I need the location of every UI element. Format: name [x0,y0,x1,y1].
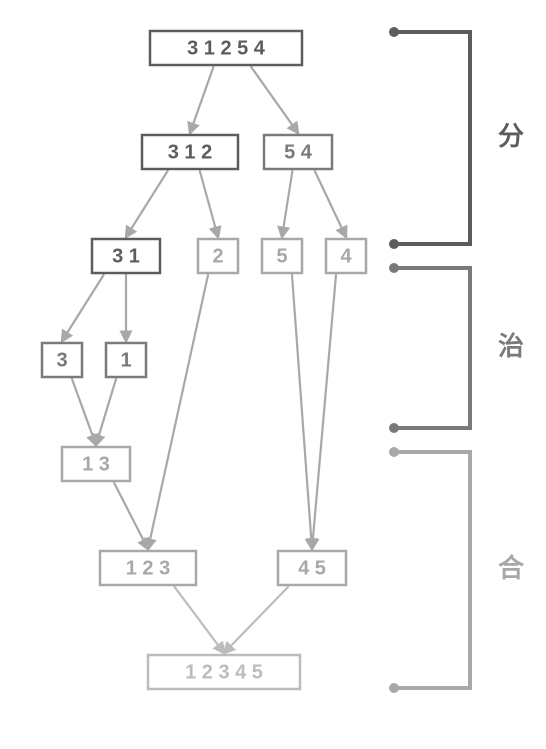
node-n6: 4 [326,239,366,273]
node-n5-label: 5 [276,245,287,267]
edge-n7-n9 [72,379,96,445]
node-n0: 3 1 2 5 4 [150,31,302,65]
edge-n9-n10 [114,483,148,549]
node-n3-label: 3 1 [112,245,140,267]
edge-n11-n12 [224,587,288,653]
phase-cure-bracket [394,268,470,428]
node-n1-label: 3 1 2 [168,141,212,163]
node-n0-label: 3 1 2 5 4 [187,37,266,59]
phase-split-dot-bottom [389,239,399,249]
edge-n2-n5 [282,171,292,237]
node-n7: 3 [42,343,82,377]
node-n10-label: 1 2 3 [126,557,170,579]
edge-n6-n11 [312,275,336,549]
edge-n2-n6 [315,171,346,237]
node-n12: 1 2 3 4 5 [148,655,300,689]
node-n3: 3 1 [92,239,160,273]
node-n11-label: 4 5 [298,557,326,579]
phase-split-dot-top [389,27,399,37]
phase-split-bracket [394,32,470,244]
phase-cure-label: 治 [498,331,524,361]
node-n4-label: 2 [212,245,223,267]
phases: 分治合 [389,27,525,693]
node-n2: 5 4 [264,135,332,169]
edge-n10-n12 [175,587,224,653]
node-n4: 2 [198,239,238,273]
node-n9: 1 3 [62,447,130,481]
node-n1: 3 1 2 [142,135,238,169]
phase-merge-label: 合 [498,553,525,583]
node-n8: 1 [106,343,146,377]
edge-n0-n2 [251,67,298,133]
node-n2-label: 5 4 [284,141,313,163]
node-n12-label: 1 2 3 4 5 [185,661,263,683]
phase-merge-bracket [394,452,470,688]
phase-cure-dot-top [389,263,399,273]
edge-n3-n7 [62,275,104,341]
node-n9-label: 1 3 [82,453,110,475]
node-n10: 1 2 3 [100,551,196,585]
edge-n1-n3 [126,171,168,237]
node-n5: 5 [262,239,302,273]
node-n6-label: 4 [340,245,352,267]
merge-sort-diagram: 3 1 2 5 4 3 1 2 5 4 3 1 2 5 4 3 1 1 3 1 2 3 4 5 1 2 … [0,0,546,749]
edge-n4-n10 [148,275,208,549]
phase-split-label: 分 [498,121,524,151]
node-n11: 4 5 [278,551,346,585]
nodes: 3 1 2 5 4 3 1 2 5 4 3 1 2 5 4 3 1 1 3 1 2 3 4 5 1 2 … [42,31,366,689]
edge-n0-n1 [190,67,213,133]
node-n8-label: 1 [120,349,131,371]
phase-cure-dot-bottom [389,423,399,433]
node-n7-label: 3 [56,349,67,371]
phase-merge-dot-bottom [389,683,399,693]
phase-merge-dot-top [389,447,399,457]
edge-n8-n9 [96,379,116,445]
edge-n5-n11 [292,275,312,549]
edge-n1-n4 [200,171,218,237]
